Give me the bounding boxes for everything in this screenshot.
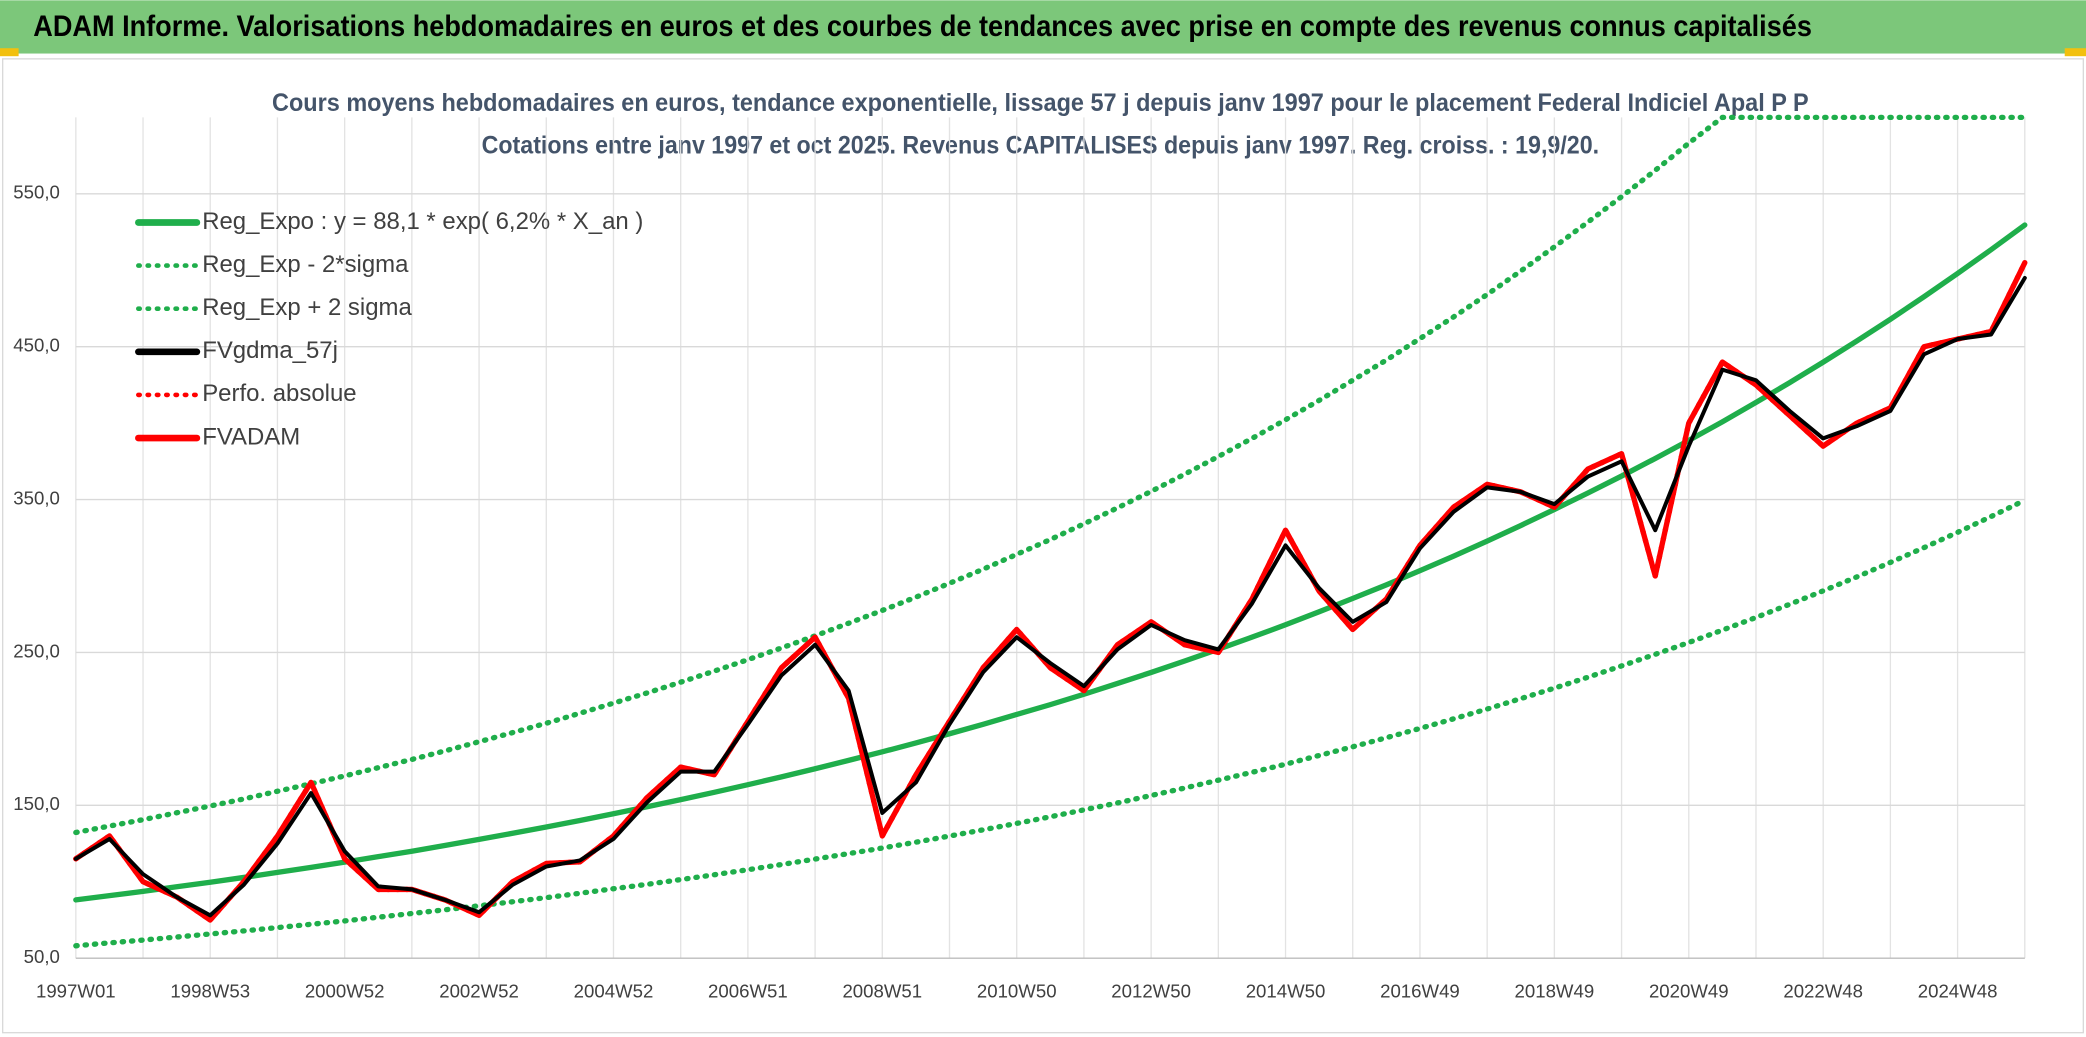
- y-tick-label: 50,0: [24, 946, 60, 967]
- x-tick-label: 2012W50: [1111, 981, 1191, 1002]
- series-line: [73, 222, 2028, 903]
- x-tick-label: 1998W53: [170, 981, 250, 1002]
- x-tick-label: 2004W52: [574, 981, 654, 1002]
- x-tick-label: 2002W52: [439, 981, 519, 1002]
- legend-label: Reg_Exp - 2*sigma: [202, 251, 409, 278]
- legend-label: Reg_Expo : y = 88,1 * exp( 6,2% * X_an ): [202, 208, 643, 235]
- x-tick-label: 2008W51: [842, 981, 922, 1002]
- corner-mark: [0, 48, 19, 57]
- x-tick-label: 1997W01: [36, 981, 116, 1002]
- legend-label: Perfo. absolue: [202, 380, 356, 407]
- x-tick-label: 2022W48: [1783, 981, 1863, 1002]
- x-tick-label: 2018W49: [1515, 981, 1595, 1002]
- series-line: [73, 114, 2028, 836]
- chart-title: Cours moyens hebdomadaires en euros, ten…: [272, 89, 1809, 117]
- header-bar: [0, 0, 2086, 54]
- y-tick-label: 350,0: [13, 487, 60, 508]
- legend: Reg_Expo : y = 88,1 * exp( 6,2% * X_an )…: [135, 208, 643, 450]
- x-tick-label: 2006W51: [708, 981, 788, 1002]
- grid: 50,0 150,0 250,0 350,0 450,0 550,0 1997W01 1998…: [13, 117, 2026, 1002]
- series-line: [73, 497, 2028, 949]
- x-tick-label: 2000W52: [305, 981, 385, 1002]
- y-tick-label: 550,0: [13, 182, 60, 203]
- plot-lines: [73, 114, 2028, 949]
- x-tick-label: 2016W49: [1380, 981, 1460, 1002]
- chart-subtitle: Cotations entre janv 1997 et oct 2025. R…: [482, 131, 1599, 159]
- x-tick-label: 2024W48: [1918, 981, 1998, 1002]
- corner-mark: [2064, 48, 2086, 57]
- x-tick-label: 2010W50: [977, 981, 1057, 1002]
- legend-label: FVADAM: [202, 423, 300, 450]
- page-title: ADAM Informe. Valorisations hebdomadaire…: [33, 11, 1812, 43]
- x-tick-label: 2020W49: [1649, 981, 1729, 1002]
- legend-label: Reg_Exp + 2 sigma: [202, 294, 412, 321]
- legend-label: FVgdma_57j: [202, 337, 338, 364]
- chart-frame: [1, 58, 2085, 1034]
- y-tick-label: 450,0: [13, 335, 60, 356]
- x-tick-label: 2014W50: [1246, 981, 1326, 1002]
- y-tick-label: 150,0: [13, 793, 60, 814]
- y-tick-label: 250,0: [13, 640, 60, 661]
- series-line: [73, 275, 2027, 918]
